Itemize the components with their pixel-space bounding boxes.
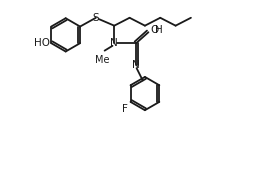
Text: HO: HO (34, 38, 50, 48)
Text: N: N (110, 38, 118, 48)
Text: S: S (92, 13, 99, 23)
Text: O: O (150, 25, 158, 35)
Text: N: N (132, 60, 140, 70)
Text: F: F (122, 104, 128, 114)
Text: Me: Me (95, 55, 109, 65)
Text: H: H (155, 25, 163, 35)
